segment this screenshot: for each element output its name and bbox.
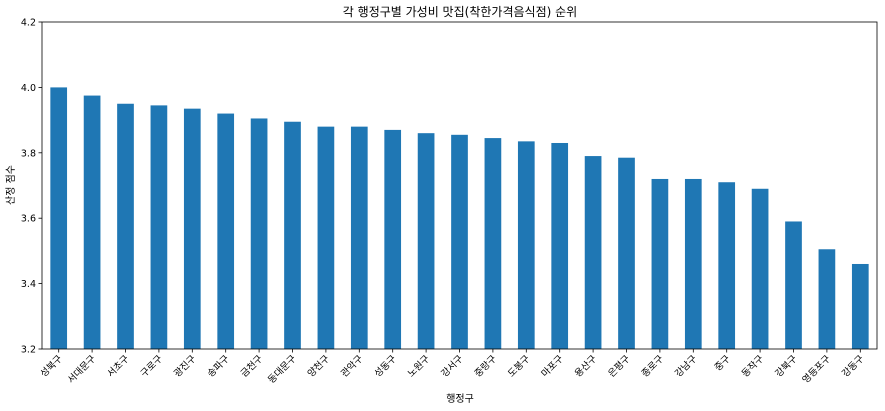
- x-tick-label: 송파구: [205, 353, 232, 380]
- x-tick-label: 동작구: [740, 353, 767, 380]
- bar: [484, 138, 502, 349]
- x-tick-label: 금천구: [239, 353, 266, 380]
- x-axis-label: 행정구: [446, 393, 474, 405]
- bars-group: [50, 87, 869, 350]
- bar: [250, 118, 268, 349]
- x-tick-label: 광진구: [171, 352, 198, 379]
- bar: [117, 103, 134, 349]
- bar: [451, 134, 468, 349]
- y-tick-label: 4.2: [21, 18, 36, 29]
- x-tick-label: 서대문구: [66, 353, 99, 386]
- y-tick-label: 3.4: [21, 279, 36, 290]
- bar: [217, 113, 235, 349]
- bar: [183, 108, 201, 349]
- bar: [651, 178, 669, 349]
- x-tick-label: 구로구: [139, 353, 166, 380]
- x-tick-label: 서초구: [105, 353, 132, 380]
- x-tick-label: 노원구: [406, 353, 433, 380]
- bar: [150, 105, 168, 349]
- x-tick-label: 동대문구: [266, 353, 299, 386]
- x-tick-label: 도봉구: [506, 353, 533, 380]
- x-tick-label: 강북구: [773, 353, 800, 380]
- x-tick-label: 관악구: [338, 352, 365, 379]
- x-tick-label: 성북구: [38, 353, 65, 380]
- bar: [818, 249, 836, 349]
- x-tick-label: 마포구: [539, 353, 566, 380]
- bar: [517, 141, 535, 349]
- x-tick-label: 영등포구: [801, 353, 834, 386]
- bar: [50, 87, 68, 350]
- x-tick-label: 성동구: [372, 353, 399, 380]
- y-tick-label: 3.6: [21, 214, 36, 225]
- x-tick-label: 강서구: [439, 353, 466, 380]
- x-tick-label: 강남구: [673, 353, 700, 380]
- x-tick-label: 중랑구: [472, 352, 499, 379]
- bar: [618, 157, 635, 349]
- y-axis-label: 산정 점수: [5, 165, 17, 205]
- y-tick-label: 3.2: [21, 345, 36, 356]
- x-axis-ticks: 성북구 서대문구 서초구 구로구 광진구 송파구 금천구 동대문구 양천구 관악구 성동구 노원구 강서…: [38, 349, 867, 386]
- plot-frame: [41, 21, 878, 350]
- x-tick-label: 강동구: [840, 353, 867, 380]
- bar: [83, 95, 101, 349]
- x-tick-label: 양천구: [306, 353, 333, 380]
- bar: [417, 133, 435, 349]
- chart-title: 각 행정구별 가성비 맛집(착한가격음식점) 순위: [343, 4, 577, 19]
- x-tick-label: 중구: [713, 353, 733, 373]
- bar: [851, 263, 869, 349]
- bar: [551, 142, 569, 349]
- y-tick-label: 3.8: [21, 148, 36, 159]
- bar: [317, 126, 335, 349]
- y-tick-label: 4.0: [21, 83, 36, 94]
- bar: [284, 121, 301, 349]
- x-tick-label: 종로구: [640, 353, 667, 380]
- bar: [384, 129, 402, 349]
- bar: [350, 126, 368, 349]
- x-tick-label: 은평구: [606, 353, 633, 380]
- bar: [684, 178, 702, 349]
- bar: [584, 156, 602, 349]
- x-tick-label: 용산구: [573, 353, 600, 380]
- y-axis-ticks: 3.2 3.4 3.6 3.8 4.0 4.2: [21, 18, 42, 356]
- bar: [785, 221, 802, 349]
- bar: [751, 188, 769, 349]
- bar: [718, 182, 736, 349]
